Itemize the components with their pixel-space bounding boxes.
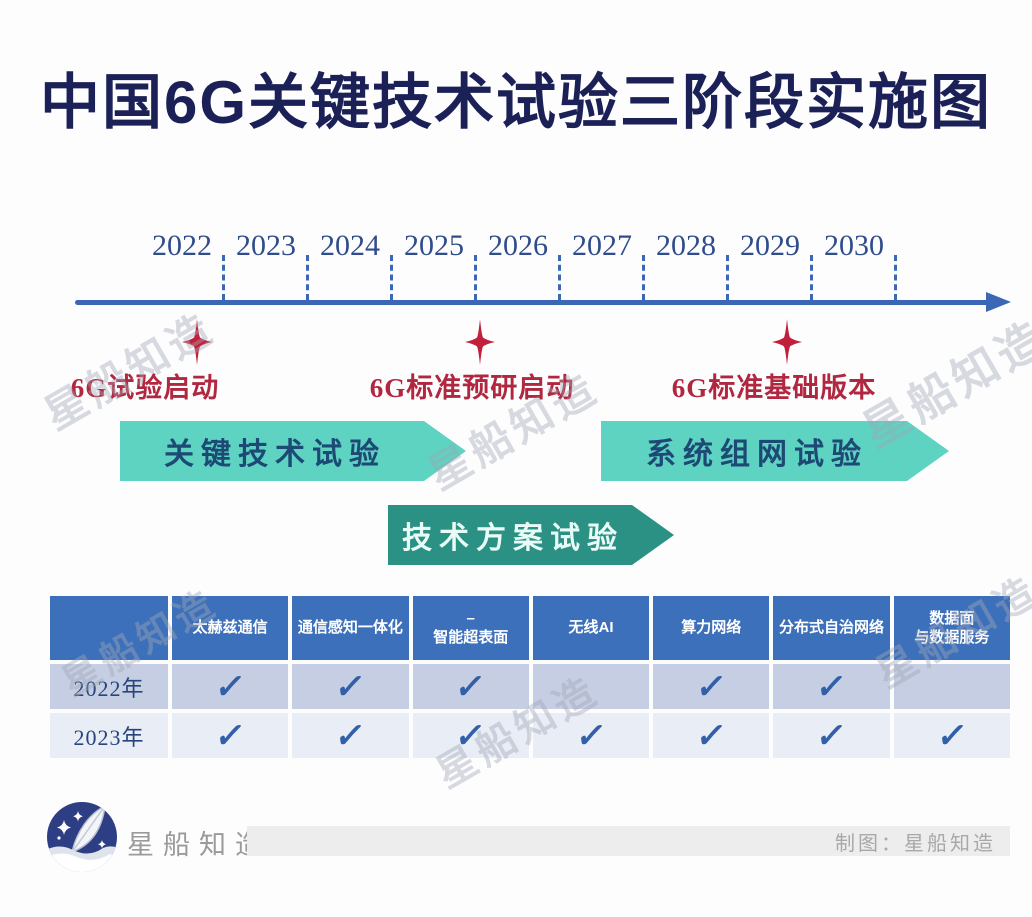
timeline-year-label: 2026 <box>488 229 548 262</box>
check-cell: ✓ <box>653 664 770 709</box>
timeline-year-label: 2022 <box>152 229 212 262</box>
milestone-star-icon <box>465 319 495 365</box>
check-cell: ✓ <box>532 713 650 758</box>
check-cell: ✓ <box>653 713 770 758</box>
empty-cell <box>532 664 650 709</box>
timeline-tick <box>642 255 645 300</box>
phase-arrow-system-network-trial: 系统组网试验 <box>601 421 949 481</box>
checkmark-icon: ✓ <box>453 716 489 755</box>
brand-logo <box>44 799 120 880</box>
brand-name: 星船知造 <box>127 830 271 860</box>
timeline-tick <box>726 255 729 300</box>
milestone-label: 6G标准预研启动 <box>369 373 575 403</box>
column-header: 分布式自治网络 <box>773 596 890 660</box>
timeline-year-label: 2028 <box>656 229 716 262</box>
timeline-arrowhead-icon <box>986 292 1011 312</box>
phase-label: 关键技术试验 <box>164 438 386 471</box>
checkmark-icon: ✓ <box>573 716 609 755</box>
checkmark-icon: ✓ <box>813 716 850 755</box>
checkmark-icon: ✓ <box>934 716 970 755</box>
milestone-star-icon <box>182 319 212 365</box>
timeline-year-label: 2027 <box>572 229 632 262</box>
timeline-tick <box>894 255 897 300</box>
table-corner-cell <box>50 596 168 660</box>
phase-label: 系统组网试验 <box>646 438 868 471</box>
check-cell: ✓ <box>893 713 1010 758</box>
column-header: – 智能超表面 <box>412 596 529 660</box>
check-cell: ✓ <box>412 713 529 758</box>
timeline-year-label: 2029 <box>740 229 800 262</box>
checkmark-icon: ✓ <box>813 667 850 706</box>
phase-arrow-tech-solution-trial: 技术方案试验 <box>388 505 674 565</box>
checkmark-icon: ✓ <box>332 716 369 755</box>
row-label: 2023年 <box>50 713 168 758</box>
check-cell: ✓ <box>172 664 289 709</box>
check-cell: ✓ <box>773 664 890 709</box>
timeline-year-label: 2030 <box>824 229 884 262</box>
check-cell: ✓ <box>172 713 289 758</box>
check-cell: ✓ <box>773 713 890 758</box>
page-title: 中国6G关键技术试验三阶段实施图 <box>39 69 993 136</box>
check-cell: ✓ <box>412 664 529 709</box>
timeline-axis-line <box>75 300 990 305</box>
timeline-tick <box>390 255 393 300</box>
credit-text: 制图：星船知造 <box>835 832 996 855</box>
checkmark-icon: ✓ <box>693 716 729 755</box>
checkmark-icon: ✓ <box>212 667 248 706</box>
check-cell: ✓ <box>292 713 409 758</box>
trial-table: 太赫兹通信 通信感知一体化 – 智能超表面 无线AI 算力网络 分布式自治网络 数据面 与数… <box>50 596 1010 758</box>
column-header: 无线AI <box>532 596 650 660</box>
timeline-tick <box>474 255 477 300</box>
timeline-tick <box>222 255 225 300</box>
timeline-tick <box>306 255 309 300</box>
milestone-star-icon <box>772 319 802 365</box>
milestone-label: 6G试验启动 <box>70 373 220 403</box>
timeline-tick <box>810 255 813 300</box>
starship-logo-icon <box>47 802 117 872</box>
column-header: 通信感知一体化 <box>292 596 409 660</box>
checkmark-icon: ✓ <box>212 716 248 755</box>
checkmark-icon: ✓ <box>332 667 369 706</box>
phase-arrow-key-tech-trial: 关键技术试验 <box>120 421 466 481</box>
row-label: 2022年 <box>50 664 168 709</box>
check-cell: ✓ <box>292 664 409 709</box>
empty-cell <box>893 664 1010 709</box>
column-header: 太赫兹通信 <box>172 596 289 660</box>
timeline-year-label: 2024 <box>320 229 380 262</box>
timeline-tick <box>558 255 561 300</box>
timeline-year-label: 2023 <box>236 229 296 262</box>
timeline-year-label: 2025 <box>404 229 464 262</box>
phase-label: 技术方案试验 <box>402 522 624 555</box>
credit-bar: 制图：星船知造 <box>247 826 1010 856</box>
milestone-label: 6G标准基础版本 <box>671 373 877 403</box>
checkmark-icon: ✓ <box>693 667 729 706</box>
column-header: 算力网络 <box>653 596 770 660</box>
column-header: 数据面 与数据服务 <box>893 596 1010 660</box>
checkmark-icon: ✓ <box>453 667 489 706</box>
